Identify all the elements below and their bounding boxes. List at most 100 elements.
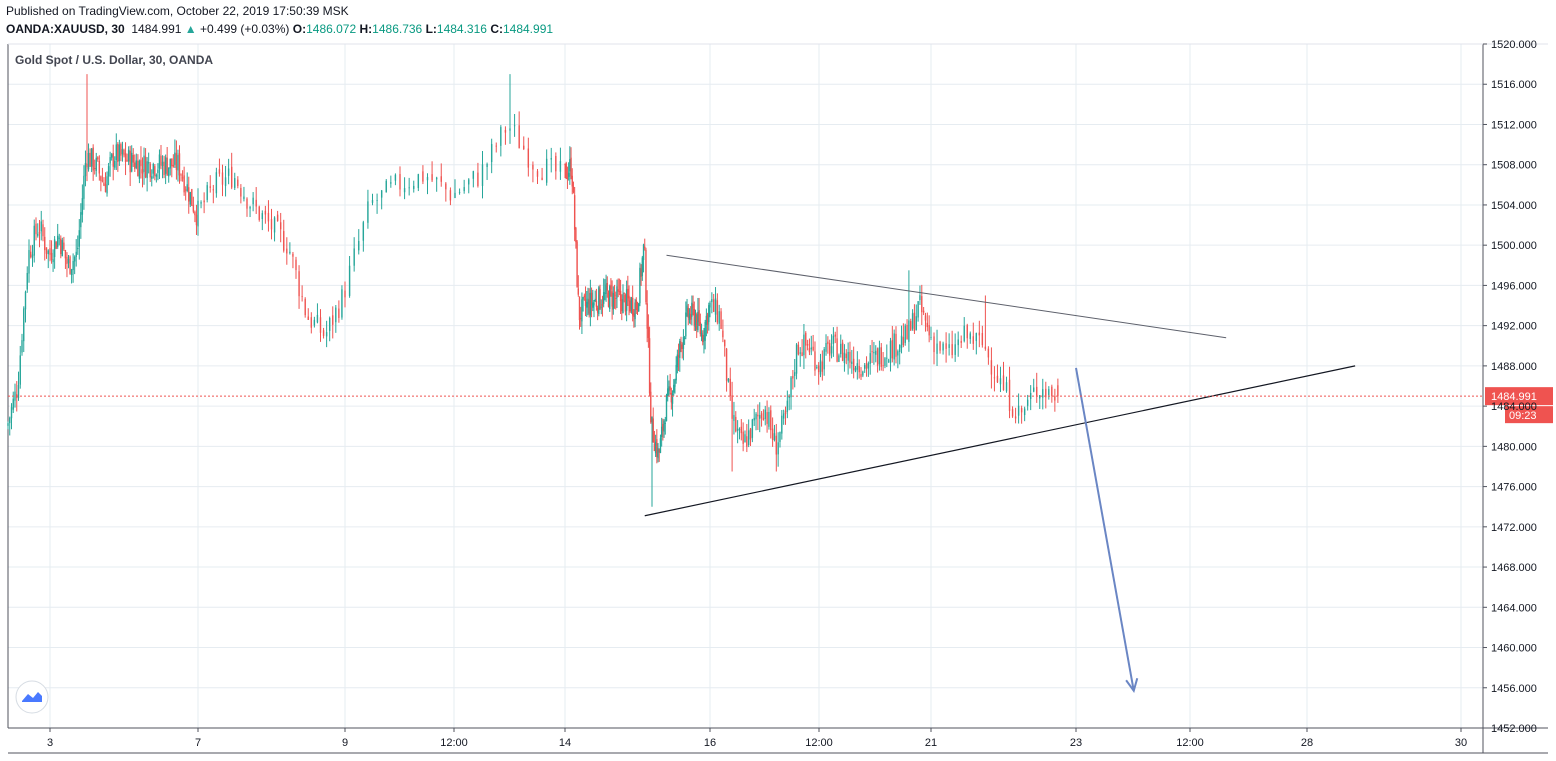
y-tick-label: 1464.000	[1491, 602, 1537, 614]
candle-body	[60, 238, 62, 255]
candle-body	[687, 307, 689, 318]
candle-body	[984, 346, 987, 349]
candle-body	[575, 227, 577, 243]
candle-body	[775, 435, 777, 455]
candle-body	[224, 177, 227, 186]
y-tick-label: 1508.000	[1491, 160, 1537, 172]
candle-body	[78, 230, 80, 247]
candle-body	[738, 429, 741, 430]
candle-body	[921, 296, 923, 313]
candle-body	[659, 438, 662, 453]
candle-body	[390, 182, 392, 184]
candle-body	[936, 343, 938, 354]
candle-body	[744, 434, 746, 443]
candle-body	[897, 351, 899, 356]
candle-body	[63, 242, 65, 250]
price-axis[interactable]: 1452.000 1456.000 1460.000 1464.000 1468.000…	[1483, 39, 1537, 735]
candle-body	[394, 174, 397, 181]
candle-body	[578, 296, 581, 321]
candle-body	[44, 236, 46, 251]
candle-body	[880, 347, 882, 367]
candle-body	[178, 153, 181, 176]
candle-body	[30, 251, 32, 258]
candle-body	[17, 385, 20, 399]
candle-body	[1020, 408, 1023, 413]
candle-body	[852, 358, 855, 371]
tradingview-logo-icon[interactable]	[15, 680, 49, 714]
candle-body	[164, 157, 167, 174]
candle-body	[72, 261, 74, 271]
candle-body	[399, 174, 401, 190]
candle-body	[582, 297, 584, 300]
candle-body	[733, 415, 735, 421]
candle-body	[642, 244, 645, 260]
candle-body	[671, 393, 674, 404]
candle-body	[917, 301, 919, 318]
y-tick-label: 1468.000	[1491, 562, 1537, 574]
candle-body	[120, 144, 122, 156]
candle-body	[523, 145, 525, 149]
candle-body	[633, 313, 635, 317]
candle-body	[685, 312, 687, 337]
candle-body	[35, 223, 37, 235]
candle-body	[731, 395, 733, 419]
y-tick-label: 1460.000	[1491, 643, 1537, 655]
candle-body	[735, 416, 737, 432]
candle-body	[845, 353, 847, 359]
candle-body	[782, 413, 785, 419]
candle-body	[821, 361, 824, 372]
candle-body	[922, 310, 925, 313]
time-axis[interactable]: 3 7 9 12:00 14 16 12:00 21 23 12:00 28 30	[47, 728, 1467, 749]
candle-body	[816, 367, 818, 368]
candle-body	[90, 148, 93, 167]
candle-body	[1057, 385, 1059, 397]
candle-body	[619, 290, 622, 302]
candle-body	[50, 252, 53, 261]
candle-body	[19, 355, 21, 385]
candle-body	[692, 303, 694, 309]
candle-body	[668, 386, 670, 392]
candle-body	[380, 190, 383, 198]
candle-body	[1054, 396, 1056, 401]
candle-body	[704, 322, 706, 341]
candle-body	[981, 333, 984, 346]
candle-body	[876, 348, 879, 366]
candle-body	[886, 357, 888, 359]
countdown-label: 09:23	[1509, 410, 1537, 422]
chart-legend-title: Gold Spot / U.S. Dollar, 30, OANDA	[15, 53, 213, 67]
candle-body	[138, 160, 141, 179]
candle-body	[358, 240, 360, 251]
y-tick-label: 1492.000	[1491, 321, 1537, 333]
candle-body	[264, 210, 267, 215]
candle-body	[727, 378, 730, 382]
candle-body	[858, 365, 860, 373]
candle-body	[490, 144, 493, 163]
candle-body	[764, 409, 766, 419]
candle-body	[716, 300, 719, 323]
candle-body	[677, 355, 680, 358]
candle-body	[114, 160, 116, 168]
candle-body	[636, 307, 639, 310]
candle-body	[98, 160, 101, 174]
candle-body	[689, 314, 692, 320]
candle-body	[230, 166, 233, 188]
candle-body	[184, 189, 187, 191]
candle-body	[270, 219, 273, 230]
candle-body	[628, 295, 630, 302]
candle-body	[12, 398, 14, 410]
candle-body	[658, 449, 660, 453]
candle-body	[57, 235, 59, 247]
candle-body	[1042, 389, 1044, 398]
candle-body	[875, 350, 877, 355]
candle-body	[784, 410, 787, 415]
candle-body	[127, 149, 130, 162]
candle-body	[584, 298, 587, 307]
x-tick-label: 12:00	[805, 737, 833, 749]
candle-body	[194, 211, 196, 216]
candle-body	[657, 447, 659, 459]
candle-body	[939, 341, 941, 351]
candle-body	[674, 380, 676, 387]
candle-body	[403, 188, 406, 193]
candle-body	[617, 289, 619, 292]
